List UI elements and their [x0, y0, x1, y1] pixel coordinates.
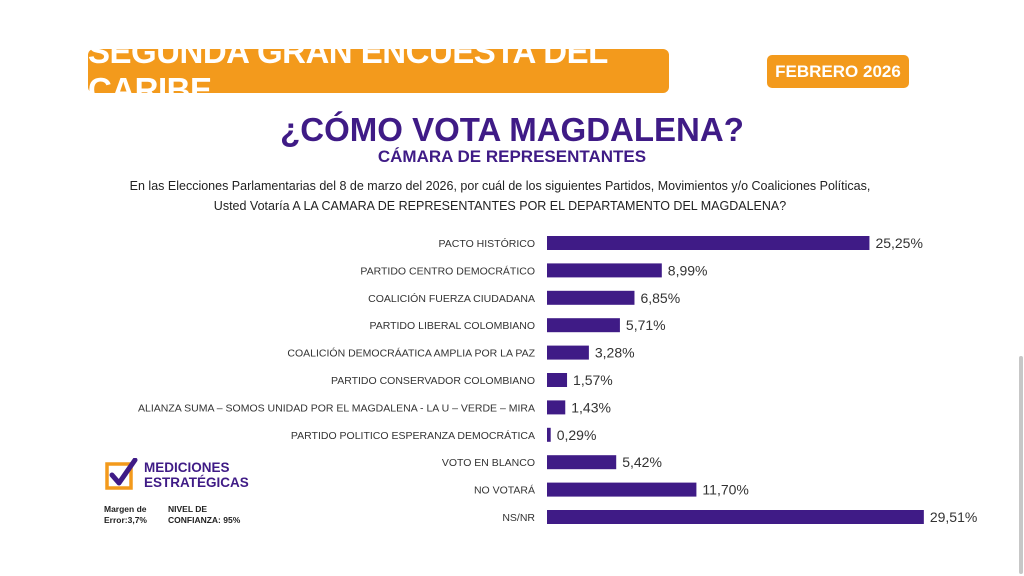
category-label: COALICIÓN DEMOCRÁATICA AMPLIA POR LA PAZ — [287, 347, 535, 360]
category-label: PARTIDO LIBERAL COLOMBIANO — [369, 320, 535, 332]
survey-question: En las Elecciones Parlamentarias del 8 d… — [60, 176, 940, 216]
bar — [547, 290, 635, 305]
category-label: PACTO HISTÓRICO — [439, 237, 535, 250]
date-badge: FEBRERO 2026 — [767, 55, 909, 88]
survey-banner: SEGUNDA GRAN ENCUESTA DEL CARIBE — [88, 33, 669, 108]
value-label: 1,57% — [573, 372, 613, 388]
banner-title: SEGUNDA GRAN ENCUESTA DEL CARIBE — [88, 33, 608, 108]
confidence-line-2: CONFIANZA: 95% — [168, 515, 241, 525]
bar-chart: PACTO HISTÓRICO 25,25% PARTIDO CENTRO DEMO… — [138, 235, 977, 525]
checkmark-logo-icon — [104, 457, 138, 492]
bar — [547, 510, 924, 524]
bar — [547, 455, 617, 470]
bar — [547, 318, 620, 333]
page-title: ¿CÓMO VOTA MAGDALENA? — [280, 111, 744, 148]
category-label: ALIANZA SUMA – SOMOS UNIDAD POR EL MAGDA… — [138, 402, 535, 414]
category-label: PARTIDO POLITICO ESPERANZA DEMOCRÁTICA — [291, 429, 535, 442]
category-label: PARTIDO CONSERVADOR COLOMBIANO — [331, 375, 535, 387]
error-line-2: Error:3,7% — [104, 515, 147, 525]
value-label: 1,43% — [571, 399, 611, 415]
bar — [547, 482, 697, 497]
value-label: 25,25% — [875, 235, 922, 251]
category-label: VOTO EN BLANCO — [442, 457, 535, 469]
bar — [547, 263, 662, 278]
value-label: 6,85% — [640, 290, 680, 306]
bar — [547, 427, 551, 442]
category-label: COALICIÓN FUERZA CIUDADANA — [368, 292, 535, 305]
category-label: NS/NR — [502, 512, 535, 524]
logo-line-2: ESTRATÉGICAS — [144, 475, 249, 490]
logo-line-1: MEDICIONES — [144, 460, 230, 475]
confidence-level: NIVEL DE CONFIANZA: 95% — [168, 504, 240, 526]
scrollbar[interactable] — [1019, 356, 1023, 574]
bar — [547, 400, 566, 415]
confidence-line-1: NIVEL DE — [168, 504, 208, 514]
error-line-1: Margen de — [104, 504, 147, 514]
error-margin: Margen de Error:3,7% — [104, 504, 147, 526]
value-label: 8,99% — [668, 262, 708, 278]
question-line-2: Usted Votaría A LA CAMARA DE REPRESENTAN… — [213, 199, 787, 213]
value-label: 3,28% — [595, 345, 635, 361]
brand-logo: MEDICIONES ESTRATÉGICAS — [104, 457, 249, 492]
category-label: NO VOTARÁ — [474, 484, 535, 497]
value-label: 29,51% — [930, 509, 977, 525]
question-line-1: En las Elecciones Parlamentarias del 8 d… — [129, 179, 871, 193]
bar — [547, 373, 568, 387]
page-subtitle: CÁMARA DE REPRESENTANTES — [377, 147, 647, 166]
bar — [547, 236, 870, 250]
value-label: 11,70% — [702, 482, 748, 498]
value-label: 0,29% — [557, 427, 597, 443]
logo-text: MEDICIONES ESTRATÉGICAS — [144, 460, 249, 490]
bar — [547, 345, 589, 360]
category-label: PARTIDO CENTRO DEMOCRÁTICO — [360, 264, 535, 277]
value-label: 5,42% — [622, 454, 662, 470]
value-label: 5,71% — [626, 317, 666, 333]
